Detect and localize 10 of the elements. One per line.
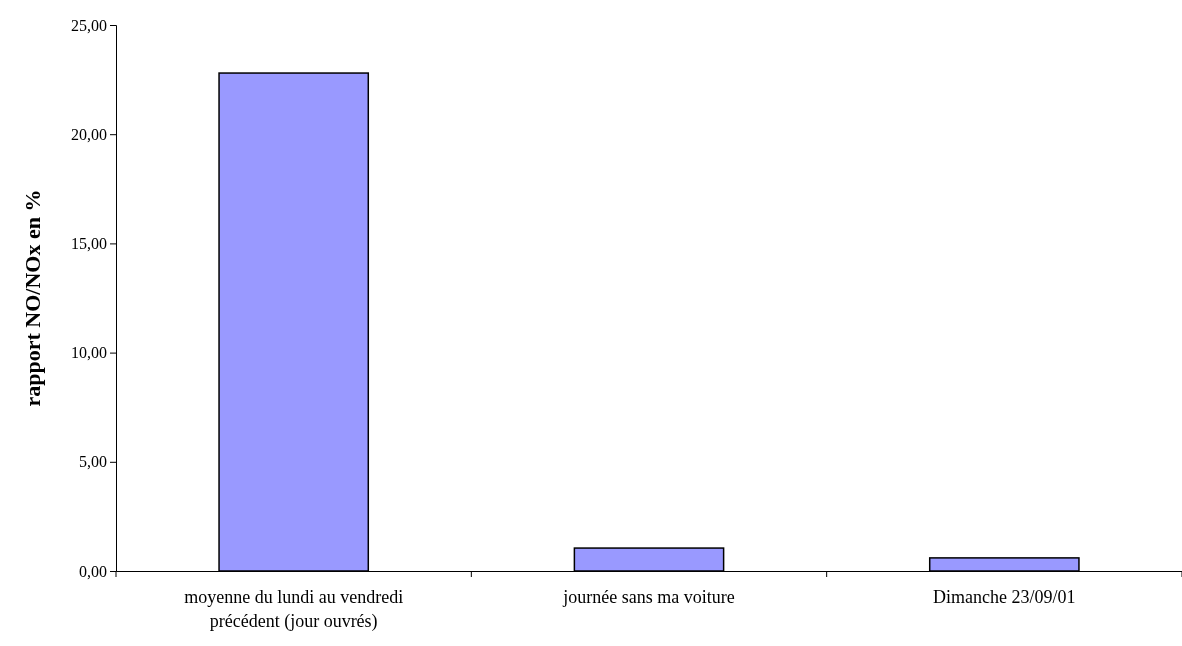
x-tick-label: moyenne du lundi au vendredi précédent (jour ouvrés) <box>184 587 404 632</box>
y-tick-label: 20,00 <box>71 125 107 143</box>
y-tick-label: 0,00 <box>79 562 107 580</box>
y-tick-label: 25,00 <box>71 16 107 34</box>
x-tick-label: journée sans ma voiture <box>562 587 735 607</box>
y-tick-label: 15,00 <box>71 235 107 253</box>
x-tick-label: Dimanche 23/09/01 <box>933 587 1076 607</box>
y-axis-title: rapport NO/NOx en % <box>20 189 45 407</box>
y-tick-label: 10,00 <box>71 344 107 362</box>
y-tick-label: 5,00 <box>79 453 107 471</box>
